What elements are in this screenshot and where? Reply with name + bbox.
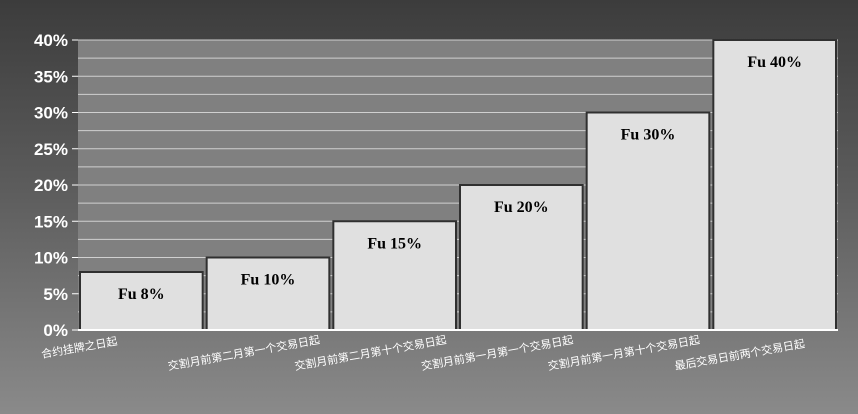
bar bbox=[79, 271, 204, 331]
y-tick-label: 25% bbox=[34, 140, 68, 159]
bars bbox=[79, 39, 837, 331]
y-tick-label: 30% bbox=[34, 104, 68, 123]
y-tick-label: 10% bbox=[34, 249, 68, 268]
data-label: Fu 20% bbox=[494, 199, 549, 216]
data-labels: Fu 8% Fu 10% Fu 15% Fu 20% Fu 30% Fu 40% bbox=[118, 54, 802, 303]
y-tick-label: 15% bbox=[34, 212, 68, 231]
data-label: Fu 8% bbox=[118, 286, 165, 303]
x-axis-ticks: 合约挂牌之日起 交割月前第二月第一个交易日起交割月前第二月第十个交易日起交割月前第… bbox=[40, 332, 806, 373]
data-label: Fu 30% bbox=[621, 127, 676, 144]
bar bbox=[332, 220, 458, 331]
y-tick-label: 5% bbox=[43, 285, 68, 304]
bar bbox=[585, 111, 711, 331]
y-tick-label: 0% bbox=[43, 321, 68, 340]
y-axis-ticks: 0% 5% 10% 15% 20% 25% 30% 35% 40% bbox=[34, 31, 78, 340]
bar bbox=[459, 184, 584, 331]
gridlines bbox=[78, 39, 838, 331]
y-tick-label: 20% bbox=[34, 176, 68, 195]
data-label: Fu 15% bbox=[367, 235, 422, 252]
y-tick-label: 40% bbox=[34, 31, 68, 50]
data-label: Fu 10% bbox=[241, 272, 296, 289]
y-tick-label: 35% bbox=[34, 67, 68, 86]
bar bbox=[205, 256, 331, 331]
data-label: Fu 40% bbox=[747, 54, 802, 71]
bar bbox=[712, 39, 837, 331]
